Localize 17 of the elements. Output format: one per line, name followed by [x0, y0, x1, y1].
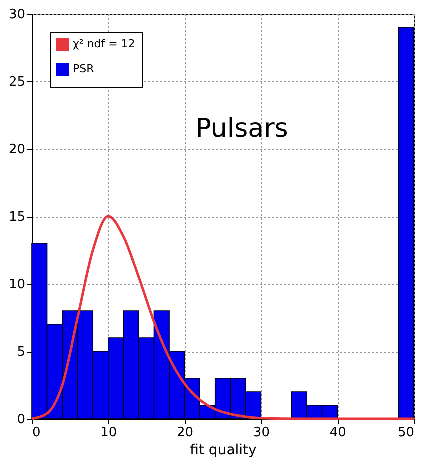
y-tick-label: 0	[17, 412, 26, 428]
y-tick-label: 25	[8, 75, 26, 90]
y-tick-label: 15	[8, 210, 26, 225]
x-tick-label: 40	[330, 426, 346, 440]
x-tick-label: 30	[253, 426, 270, 440]
y-tick-label: 20	[8, 142, 26, 158]
annotation: Pulsars	[196, 114, 288, 144]
legend-label: χ² ndf = 12	[73, 38, 136, 50]
x-tick-label: 20	[177, 426, 194, 440]
legend-label: PSR	[73, 62, 95, 76]
y-tick-label: 30	[8, 8, 26, 22]
x-tick-label: 50	[398, 426, 414, 440]
x-tick-label: 0	[32, 426, 41, 440]
y-tick-label: 10	[8, 278, 26, 292]
x-tick-label: 10	[100, 426, 118, 440]
y-tick-label: 5	[17, 345, 26, 360]
x-axis-title: fit quality	[190, 442, 257, 458]
